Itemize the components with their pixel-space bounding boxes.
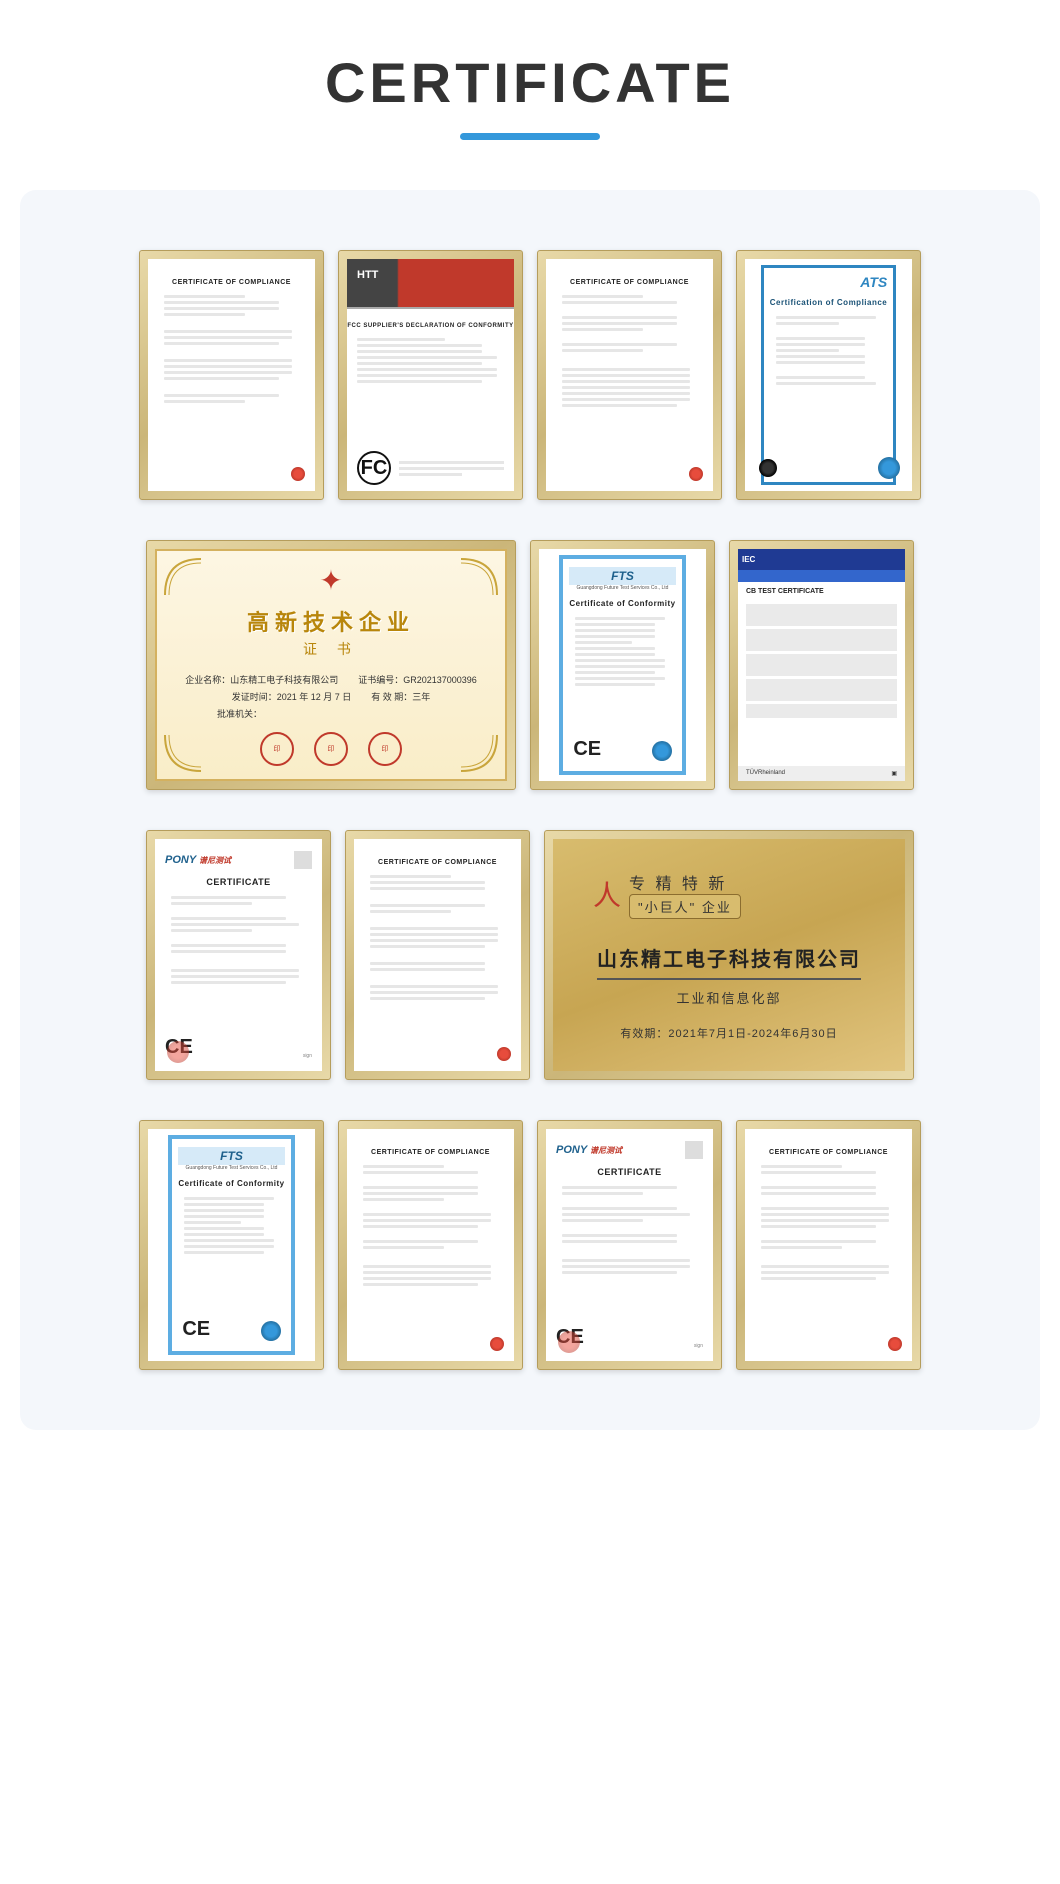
cert-title: CB TEST CERTIFICATE xyxy=(738,582,905,601)
fts-org: Guangdong Future Test Services Co., Ltd xyxy=(178,1165,284,1171)
cert-title: CERTIFICATE xyxy=(206,877,270,887)
fts-logo: FTS xyxy=(569,567,675,585)
cert-body xyxy=(569,614,675,689)
cert-ul-compliance-3: CERTIFICATE OF COMPLIANCE xyxy=(345,830,530,1080)
cert-body xyxy=(158,292,305,479)
fcc-header-band xyxy=(347,259,514,309)
cert-fts-ce: FTS Guangdong Future Test Services Co., … xyxy=(530,540,715,790)
cert-body xyxy=(755,1162,902,1349)
cert-title: CERTIFICATE OF COMPLIANCE xyxy=(769,1149,888,1156)
qr-icon xyxy=(294,851,312,869)
certificates-panel: CERTIFICATE OF COMPLIANCE xyxy=(20,190,1040,1430)
plaque-dept: 工业和信息化部 xyxy=(676,988,781,1007)
heading-block: CERTIFICATE xyxy=(0,0,1060,160)
cert-iec-cb: IEC CB TEST CERTIFICATE TÜVRheinland▣ xyxy=(729,540,914,790)
ul-seal-icon xyxy=(291,467,305,481)
ce-mark-icon: CE xyxy=(182,1318,210,1341)
cert-body xyxy=(770,313,888,388)
seal-icon: 印 xyxy=(314,732,348,766)
certificates-grid: CERTIFICATE OF COMPLIANCE xyxy=(40,250,1020,1370)
cert-ul-compliance-4: CERTIFICATE OF COMPLIANCE xyxy=(338,1120,523,1370)
cert-title: CERTIFICATE OF COMPLIANCE xyxy=(378,859,497,866)
hte-certno: 证书编号：GR202137000396 xyxy=(358,673,477,686)
ul-seal-icon xyxy=(497,1047,511,1061)
hte-sub: 证 书 xyxy=(303,639,359,659)
page: CERTIFICATE CERTIFICATE OF COMPLIANCE xyxy=(0,0,1060,1430)
htt-logo: HTT xyxy=(357,269,378,281)
cert-title: CERTIFICATE OF COMPLIANCE xyxy=(172,279,291,286)
seal-icon xyxy=(652,741,672,761)
hte-seals: 印 印 印 xyxy=(260,732,402,766)
corner-ornament-icon xyxy=(163,557,203,597)
cert-title: CERTIFICATE OF COMPLIANCE xyxy=(371,1149,490,1156)
fcc-mark-icon: FC xyxy=(357,451,391,485)
cert-body xyxy=(738,601,905,766)
cert-ul-compliance-1: CERTIFICATE OF COMPLIANCE xyxy=(139,250,324,500)
hte-banner: 高新技术企业 xyxy=(247,605,415,637)
cert-title: Certificate of Conformity xyxy=(178,1179,284,1188)
row-3: PONY 谱尼测试 CERTIFICATE xyxy=(40,830,1020,1080)
cert-fcc-htt: HTT FCC SUPPLIER'S DECLARATION OF CONFOR… xyxy=(338,250,523,500)
ce-black-seal-icon xyxy=(759,459,777,477)
cert-title: CERTIFICATE xyxy=(597,1167,661,1177)
title-underline xyxy=(460,133,600,140)
ce-mark-icon: CE xyxy=(573,738,601,761)
iec-header: IEC xyxy=(738,549,905,570)
cert-pony-ce-1: PONY 谱尼测试 CERTIFICATE xyxy=(146,830,331,1080)
plaque-sub: "小巨人" 企业 xyxy=(629,894,741,919)
cert-ats: ATS Certification of Compliance xyxy=(736,250,921,500)
fts-org: Guangdong Future Test Services Co., Ltd xyxy=(569,585,675,591)
cert-body xyxy=(165,893,312,1036)
ats-logo: ATS xyxy=(770,274,888,290)
ul-seal-icon xyxy=(888,1337,902,1351)
tuv-footer: TÜVRheinland▣ xyxy=(738,766,905,781)
cert-body xyxy=(364,872,511,1059)
cert-title: FCC SUPPLIER'S DECLARATION OF CONFORMITY xyxy=(347,323,513,329)
qr-icon xyxy=(685,1141,703,1159)
row-4: FTS Guangdong Future Test Services Co., … xyxy=(40,1120,1020,1370)
ul-seal-icon xyxy=(689,467,703,481)
page-title: CERTIFICATE xyxy=(0,50,1060,115)
pony-logo: PONY 谱尼测试 xyxy=(556,1144,622,1156)
corner-ornament-icon xyxy=(459,557,499,597)
hte-company: 企业名称：山东精工电子科技有限公司 xyxy=(185,673,338,686)
ats-seal-icon xyxy=(878,457,900,479)
cert-sjg-plaque: 人 专 精 特 新 "小巨人" 企业 山东精工电子科技有限公司 工业和信息化部 … xyxy=(544,830,914,1080)
cert-body xyxy=(178,1194,284,1257)
cert-body xyxy=(556,1183,703,1326)
iec-bar xyxy=(738,570,905,582)
corner-ornament-icon xyxy=(163,733,203,773)
ul-seal-icon xyxy=(490,1337,504,1351)
plaque-valid: 有效期：2021年7月1日-2024年6月30日 xyxy=(620,1025,837,1041)
seal-icon: 印 xyxy=(368,732,402,766)
seal-icon xyxy=(167,1041,189,1063)
cert-fts-ce-2: FTS Guangdong Future Test Services Co., … xyxy=(139,1120,324,1370)
corner-ornament-icon xyxy=(459,733,499,773)
cert-body xyxy=(357,1162,504,1349)
seal-icon xyxy=(261,1321,281,1341)
row-2: ✦ 高新技术企业 证 书 企业名称：山东精工电子科技有限公司 证书编号：GR20… xyxy=(40,540,1020,790)
cert-title: Certification of Compliance xyxy=(770,298,888,307)
row-1: CERTIFICATE OF COMPLIANCE xyxy=(40,250,1020,500)
plaque-emblem-icon: 人 专 精 特 新 "小巨人" 企业 xyxy=(593,870,741,919)
pony-logo: PONY 谱尼测试 xyxy=(165,854,231,866)
cert-pony-ce-2: PONY 谱尼测试 CERTIFICATE xyxy=(537,1120,722,1370)
cert-title: Certificate of Conformity xyxy=(569,599,675,608)
plaque-tag: 专 精 特 新 xyxy=(629,870,741,894)
hte-auth: 批准机关： xyxy=(217,707,262,720)
seal-icon xyxy=(558,1331,580,1353)
seal-icon: 印 xyxy=(260,732,294,766)
cert-body xyxy=(347,335,514,445)
cert-ul-compliance-2: CERTIFICATE OF COMPLIANCE xyxy=(537,250,722,500)
cert-body xyxy=(556,292,703,479)
cert-high-tech-enterprise: ✦ 高新技术企业 证 书 企业名称：山东精工电子科技有限公司 证书编号：GR20… xyxy=(146,540,516,790)
ats-border: ATS Certification of Compliance xyxy=(761,265,897,485)
emblem-icon: ✦ xyxy=(319,564,342,597)
plaque-company: 山东精工电子科技有限公司 xyxy=(597,937,861,980)
hte-issue: 发证时间：2021 年 12 月 7 日 xyxy=(232,690,352,703)
hte-valid: 有 效 期：三年 xyxy=(371,690,430,703)
fts-logo: FTS xyxy=(178,1147,284,1165)
cert-title: CERTIFICATE OF COMPLIANCE xyxy=(570,279,689,286)
cert-ul-compliance-5: CERTIFICATE OF COMPLIANCE xyxy=(736,1120,921,1370)
